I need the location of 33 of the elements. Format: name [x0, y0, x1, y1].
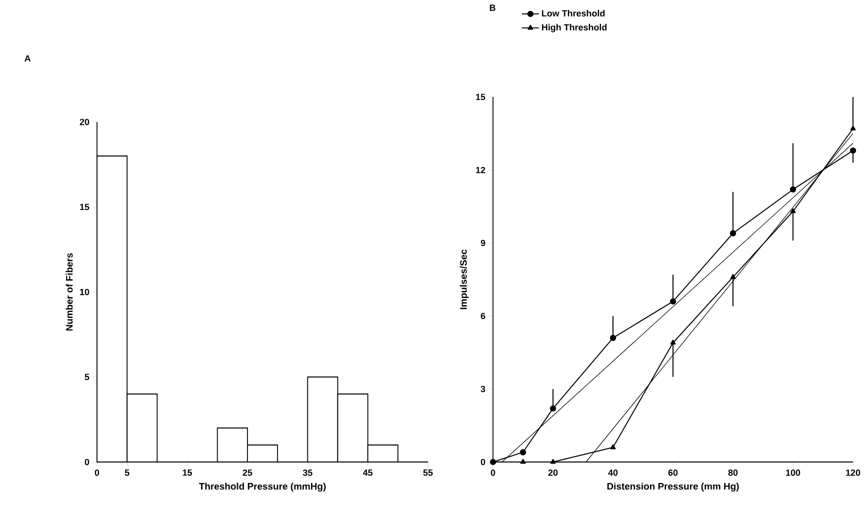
x-tick-label: 120 — [846, 470, 860, 476]
chart-title: B — [490, 4, 496, 11]
y-tick-label: 6 — [480, 312, 486, 320]
x-tick-label: 40 — [608, 470, 618, 476]
y-tick-label: 5 — [84, 374, 90, 380]
y-tick-label: 15 — [80, 204, 90, 210]
y-tick-label: 10 — [80, 288, 90, 296]
x-tick-label: 15 — [182, 470, 192, 476]
y-tick-label: 15 — [476, 94, 486, 100]
x-tick-label: 5 — [124, 470, 130, 476]
y-tick-label: 3 — [480, 386, 486, 392]
y-axis-title: Number of Fibers — [66, 253, 73, 331]
x-tick-label: 55 — [423, 470, 433, 476]
x-axis-title: Distension Pressure (mm Hg) — [607, 482, 739, 492]
x-tick-label: 35 — [302, 470, 312, 476]
y-tick-label: 12 — [476, 166, 486, 174]
x-tick-label: 100 — [786, 470, 800, 476]
legend-label: Low Threshold — [542, 10, 605, 17]
chart-title: A — [24, 55, 31, 62]
y-tick-label: 20 — [80, 118, 90, 126]
x-tick-label: 0 — [94, 470, 100, 476]
x-tick-label: 60 — [668, 470, 678, 476]
x-tick-label: 0 — [490, 470, 496, 476]
y-axis-title: Impulses/Sec — [460, 250, 469, 310]
x-tick-label: 80 — [728, 470, 738, 476]
x-tick-label: 45 — [362, 470, 373, 476]
legend-label: High Threshold — [542, 24, 607, 32]
x-axis-title: Threshold Pressure (mmHg) — [198, 482, 326, 492]
x-tick-label: 20 — [548, 470, 558, 476]
x-tick-label: 25 — [242, 470, 252, 476]
y-tick-label: 0 — [84, 458, 90, 466]
y-tick-label: 0 — [480, 458, 486, 466]
y-tick-label: 9 — [480, 240, 486, 246]
